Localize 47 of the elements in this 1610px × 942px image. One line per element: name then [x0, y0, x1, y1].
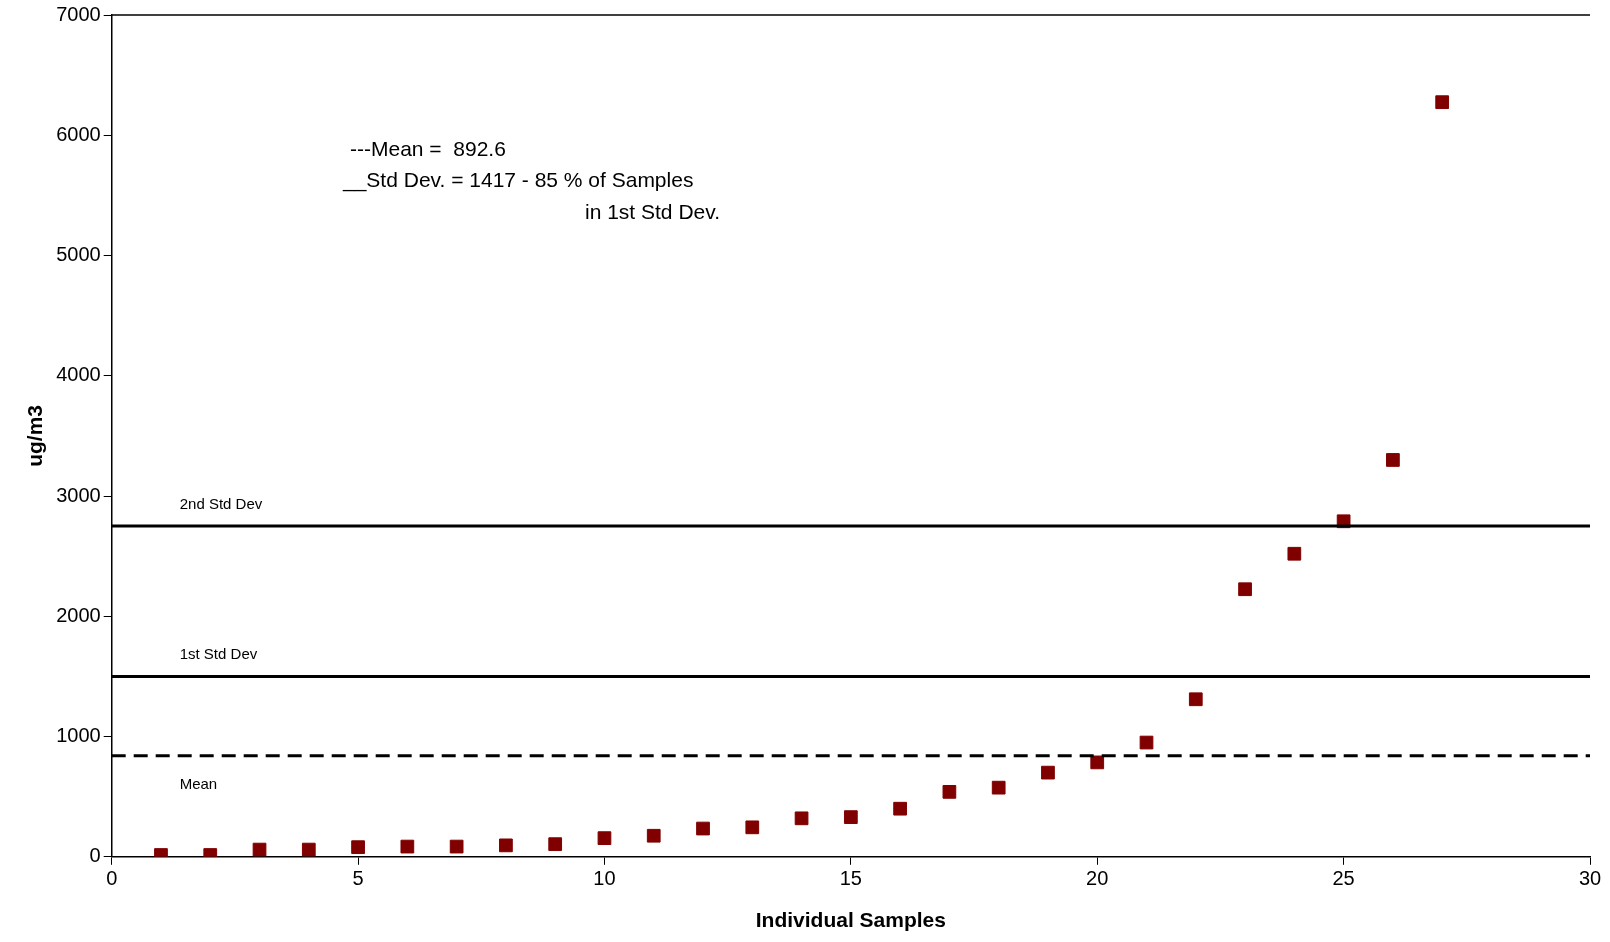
annotation: in 1st Std Dev.	[585, 199, 721, 223]
point	[991, 780, 1006, 795]
point	[548, 837, 563, 852]
y-tick-label: 4000	[56, 363, 101, 386]
point	[597, 831, 612, 846]
point	[499, 838, 513, 853]
point	[252, 842, 267, 857]
y-tick-label: 6000	[56, 122, 101, 145]
point	[1238, 582, 1252, 597]
x-tick-label: 20	[1086, 867, 1109, 890]
annotation: ---Mean = 892.6	[350, 136, 506, 160]
point	[1139, 735, 1154, 750]
y-tick-label: 1000	[56, 724, 101, 747]
x-tick-label: 15	[839, 867, 862, 890]
point	[301, 842, 316, 857]
y-tick-label: 3000	[56, 483, 101, 506]
x-tick-label: 0	[106, 867, 118, 890]
point	[646, 828, 661, 843]
point	[1287, 546, 1302, 561]
ref-line-label: 2nd Std Dev	[179, 494, 263, 512]
ref-line-label: 1st Std Dev	[179, 645, 258, 663]
x-tick-label: 30	[1578, 867, 1602, 890]
point	[942, 785, 957, 799]
point	[794, 811, 809, 826]
point	[449, 839, 464, 854]
point	[1435, 95, 1450, 110]
x-axis-title: Individual Samples	[755, 908, 946, 932]
point	[400, 839, 415, 854]
y-tick-label: 2000	[56, 603, 101, 626]
point	[745, 820, 760, 835]
point	[696, 821, 710, 836]
annotation: __Std Dev. = 1417 - 85 % of Samples	[342, 167, 694, 192]
point	[893, 801, 907, 816]
point	[1041, 765, 1055, 780]
y-tick-label: 5000	[56, 243, 101, 266]
point	[351, 840, 365, 855]
ref-line-label: Mean	[179, 775, 218, 793]
x-tick-label: 5	[352, 867, 364, 890]
x-tick-label: 25	[1332, 867, 1355, 890]
point	[843, 810, 858, 824]
point	[1090, 755, 1105, 770]
y-axis-title: ug/m3	[23, 404, 47, 467]
point	[1188, 692, 1203, 707]
y-tick-label: 0	[89, 844, 101, 867]
x-tick-label: 10	[593, 867, 616, 890]
y-tick-label: 7000	[56, 2, 101, 25]
point	[1386, 453, 1400, 467]
